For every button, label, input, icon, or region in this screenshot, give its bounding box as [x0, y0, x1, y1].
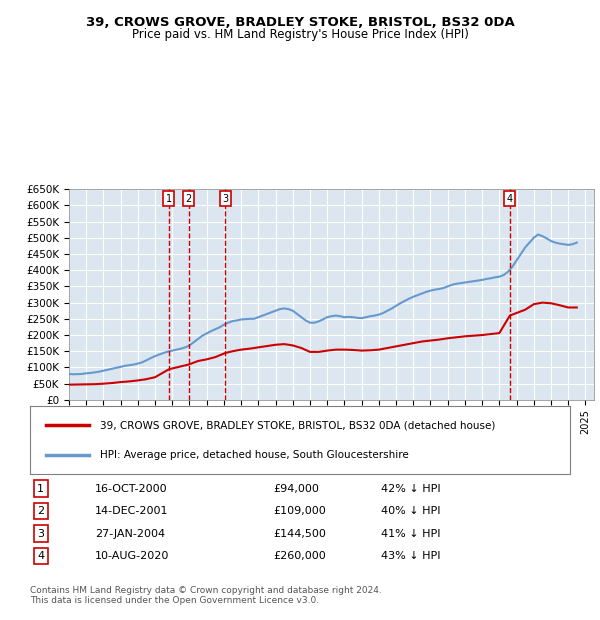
- Text: HPI: Average price, detached house, South Gloucestershire: HPI: Average price, detached house, Sout…: [100, 450, 409, 460]
- Text: 1: 1: [37, 484, 44, 494]
- Text: 39, CROWS GROVE, BRADLEY STOKE, BRISTOL, BS32 0DA: 39, CROWS GROVE, BRADLEY STOKE, BRISTOL,…: [86, 16, 514, 29]
- Text: Contains HM Land Registry data © Crown copyright and database right 2024.: Contains HM Land Registry data © Crown c…: [30, 586, 382, 595]
- Text: 4: 4: [507, 194, 513, 204]
- Text: 40% ↓ HPI: 40% ↓ HPI: [381, 506, 440, 516]
- Text: 3: 3: [222, 194, 228, 204]
- Text: 42% ↓ HPI: 42% ↓ HPI: [381, 484, 440, 494]
- Text: This data is licensed under the Open Government Licence v3.0.: This data is licensed under the Open Gov…: [30, 596, 319, 606]
- Text: 39, CROWS GROVE, BRADLEY STOKE, BRISTOL, BS32 0DA (detached house): 39, CROWS GROVE, BRADLEY STOKE, BRISTOL,…: [100, 420, 496, 430]
- Text: 16-OCT-2000: 16-OCT-2000: [95, 484, 167, 494]
- Text: 14-DEC-2001: 14-DEC-2001: [95, 506, 168, 516]
- Text: £260,000: £260,000: [273, 551, 326, 561]
- Text: 3: 3: [37, 529, 44, 539]
- Text: £94,000: £94,000: [273, 484, 319, 494]
- Text: £109,000: £109,000: [273, 506, 326, 516]
- Text: 27-JAN-2004: 27-JAN-2004: [95, 529, 165, 539]
- Text: 43% ↓ HPI: 43% ↓ HPI: [381, 551, 440, 561]
- Text: £144,500: £144,500: [273, 529, 326, 539]
- Text: 10-AUG-2020: 10-AUG-2020: [95, 551, 169, 561]
- Text: Price paid vs. HM Land Registry's House Price Index (HPI): Price paid vs. HM Land Registry's House …: [131, 28, 469, 41]
- Text: 41% ↓ HPI: 41% ↓ HPI: [381, 529, 440, 539]
- Text: 1: 1: [166, 194, 172, 204]
- Text: 2: 2: [185, 194, 192, 204]
- Text: 4: 4: [37, 551, 44, 561]
- Text: 2: 2: [37, 506, 44, 516]
